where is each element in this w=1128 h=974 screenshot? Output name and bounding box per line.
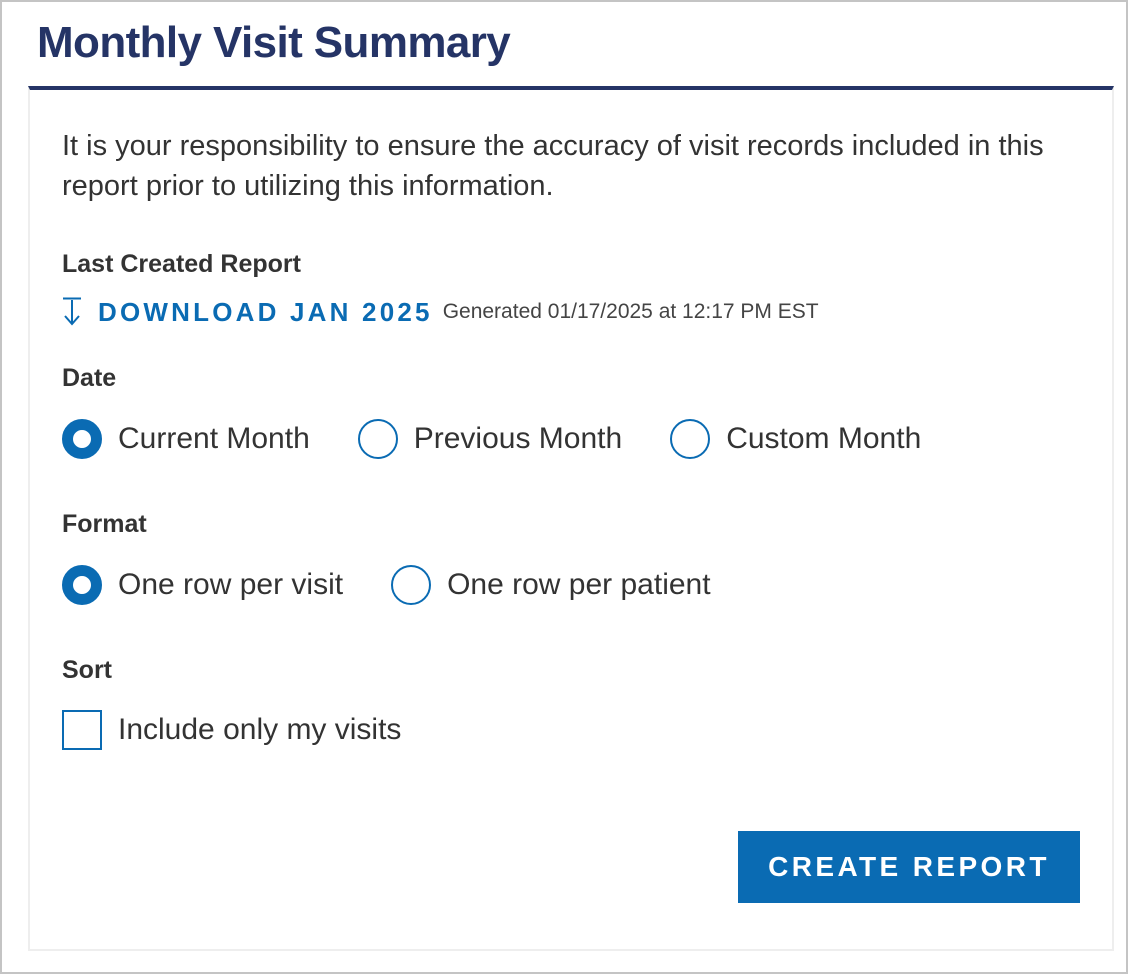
date-option-label: Custom Month	[726, 422, 922, 455]
radio-button[interactable]	[62, 565, 102, 605]
format-label: Format	[62, 510, 147, 538]
disclaimer-text: It is your responsibility to ensure the …	[62, 130, 1044, 202]
checkbox-label: Include only my visits	[118, 713, 402, 746]
radio-button[interactable]	[357, 419, 398, 459]
download-report-link[interactable]: DOWNLOAD JAN 2025	[60, 296, 433, 328]
download-report-label: DOWNLOAD JAN 2025	[98, 296, 433, 327]
date-label: Date	[62, 364, 117, 392]
format-option-row-per-visit[interactable]: One row per visit	[62, 565, 343, 605]
radio-button[interactable]	[62, 419, 102, 459]
last-report-row: DOWNLOAD JAN 2025 Generated 01/17/2025 a…	[60, 294, 819, 330]
report-form-card: It is your responsibility to ensure the …	[28, 86, 1114, 951]
format-option-label: One row per visit	[118, 568, 344, 601]
date-radio-group: Current Month Previous Month Custom Mont…	[62, 417, 921, 461]
date-option-custom-month[interactable]: Custom Month	[670, 419, 921, 459]
page-title: Monthly Visit Summary	[37, 18, 511, 67]
date-option-label: Previous Month	[413, 422, 623, 455]
include-only-my-visits-option[interactable]: Include only my visits	[62, 710, 401, 750]
generated-timestamp: Generated 01/17/2025 at 12:17 PM EST	[442, 300, 819, 323]
date-option-previous-month[interactable]: Previous Month	[357, 419, 623, 459]
format-option-label: One row per patient	[447, 568, 711, 601]
format-radio-group: One row per visit One row per patient	[62, 563, 711, 607]
last-report-label: Last Created Report	[62, 250, 301, 278]
radio-button[interactable]	[670, 419, 711, 459]
format-option-row-per-patient[interactable]: One row per patient	[391, 565, 711, 605]
sort-label: Sort	[62, 656, 112, 684]
arrow-down-icon	[60, 296, 84, 328]
radio-button[interactable]	[391, 565, 432, 605]
date-option-label: Current Month	[118, 422, 310, 455]
date-option-current-month[interactable]: Current Month	[62, 419, 310, 459]
create-report-button[interactable]: CREATE REPORT	[738, 831, 1080, 903]
sort-checkbox-row: Include only my visits	[62, 708, 401, 752]
checkbox[interactable]	[62, 710, 102, 750]
